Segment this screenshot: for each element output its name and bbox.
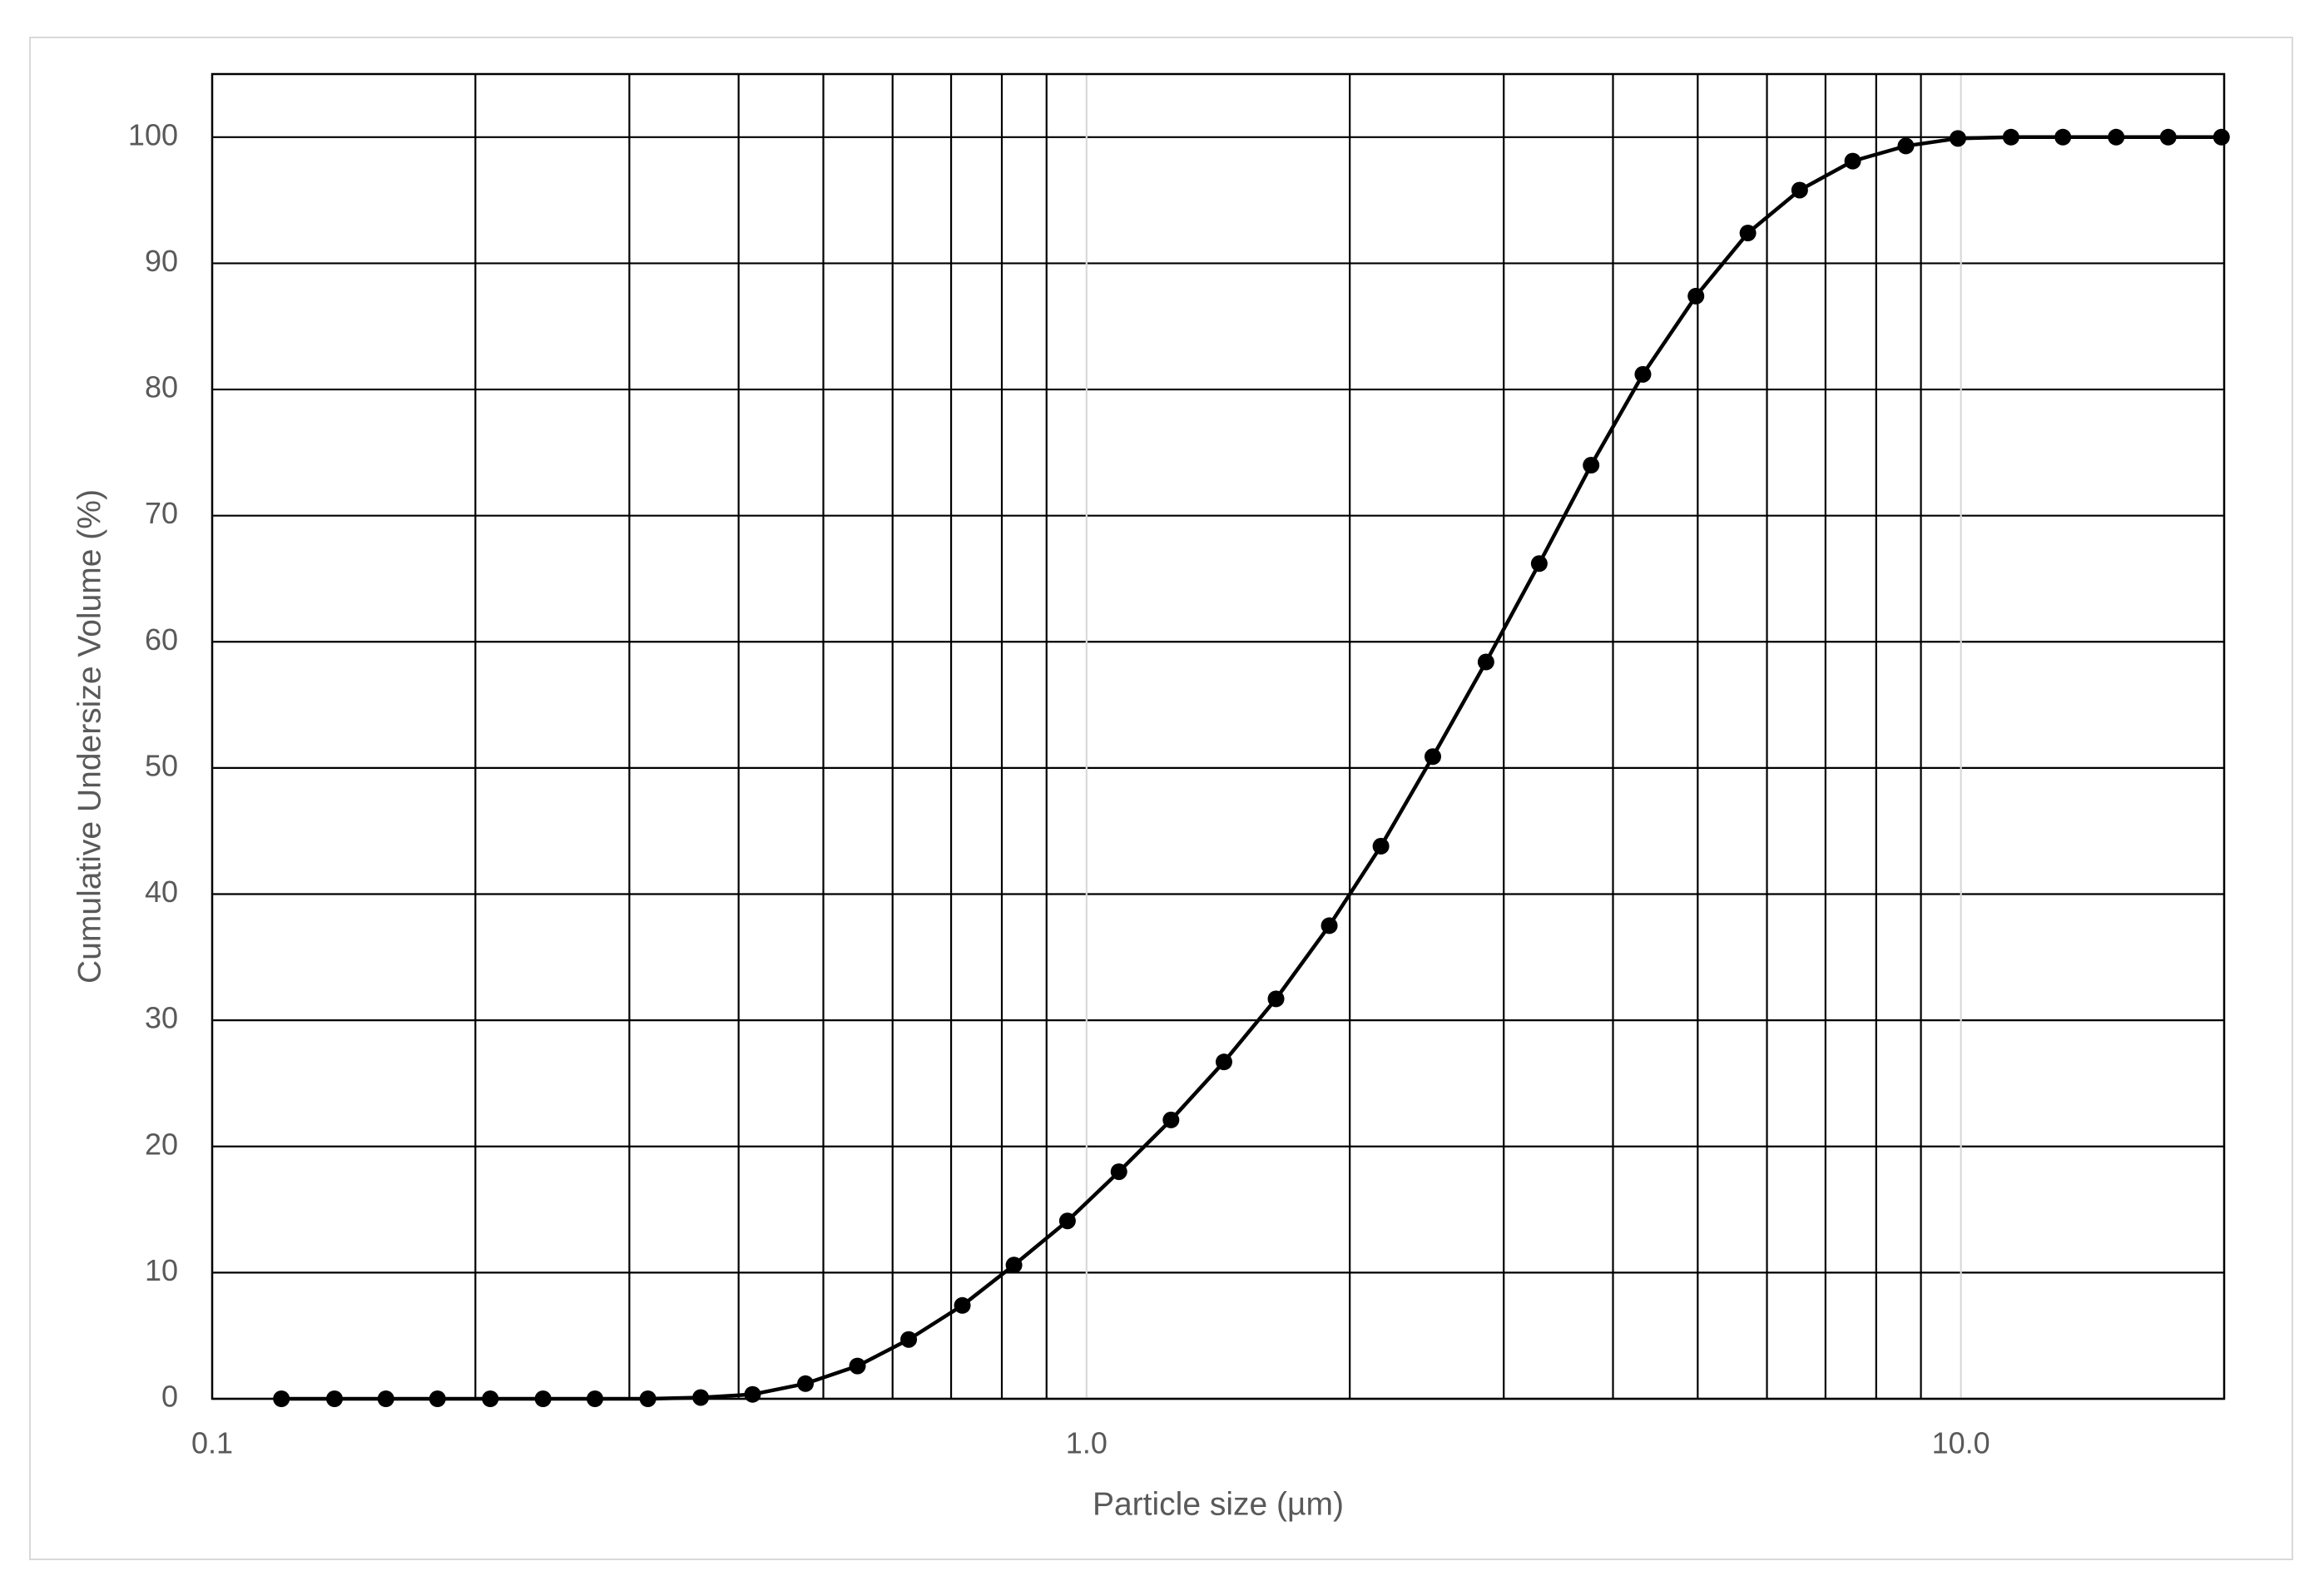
data-point xyxy=(2108,128,2125,146)
plot-frame xyxy=(211,72,2226,1400)
y-tick-label: 10 xyxy=(145,1253,178,1287)
x-tick-label: 0.1 xyxy=(191,1426,233,1460)
data-point xyxy=(325,1390,343,1407)
y-axis-title: Cumulative Undersize Volume (%) xyxy=(72,489,107,984)
data-point xyxy=(1583,457,1600,474)
data-point xyxy=(1950,130,1967,147)
x-axis-title: Particle size (µm) xyxy=(1093,1486,1344,1522)
data-point xyxy=(2002,128,2019,146)
data-point xyxy=(1791,181,1808,199)
x-tick-label: 1.0 xyxy=(1066,1426,1107,1460)
data-point xyxy=(744,1385,761,1403)
data-point xyxy=(1372,837,1390,855)
data-point xyxy=(482,1390,499,1407)
y-tick-label: 90 xyxy=(145,244,178,278)
y-tick-label: 40 xyxy=(145,875,178,909)
data-point xyxy=(1058,1212,1076,1230)
x-tick-label: 10.0 xyxy=(1932,1426,1990,1460)
data-point xyxy=(1634,365,1652,383)
data-point xyxy=(1110,1163,1127,1181)
data-point xyxy=(849,1357,866,1375)
y-tick-label: 50 xyxy=(145,748,178,782)
data-point xyxy=(377,1390,394,1407)
data-point xyxy=(1477,653,1494,671)
data-point xyxy=(1267,990,1285,1008)
data-point xyxy=(1739,225,1757,242)
data-point xyxy=(1162,1111,1180,1128)
data-point xyxy=(587,1390,604,1407)
y-tick-label: 60 xyxy=(145,622,178,657)
data-point xyxy=(1687,287,1705,305)
data-point xyxy=(1321,917,1338,934)
data-point xyxy=(2159,128,2177,146)
data-point xyxy=(1005,1256,1023,1274)
y-tick-label: 20 xyxy=(145,1127,178,1161)
y-tick-label: 100 xyxy=(128,117,178,151)
data-point xyxy=(692,1389,710,1406)
y-tick-label: 70 xyxy=(145,496,178,530)
data-point xyxy=(639,1390,657,1407)
data-point xyxy=(1215,1053,1232,1071)
chart-border xyxy=(29,37,2293,1560)
data-point xyxy=(2054,128,2072,146)
data-point xyxy=(534,1390,552,1407)
data-point xyxy=(1530,555,1548,572)
data-point xyxy=(429,1390,446,1407)
data-line xyxy=(281,135,2222,1401)
y-tick-label: 30 xyxy=(145,1001,178,1035)
y-tick-label: 0 xyxy=(161,1380,178,1414)
data-point xyxy=(1844,152,1861,170)
data-point xyxy=(1897,137,1915,155)
data-point xyxy=(273,1390,290,1407)
data-point xyxy=(1424,748,1441,766)
y-tick-label: 80 xyxy=(145,370,178,404)
data-point xyxy=(797,1375,815,1392)
data-point xyxy=(2213,128,2230,146)
data-point xyxy=(900,1331,918,1348)
data-point xyxy=(954,1296,971,1314)
